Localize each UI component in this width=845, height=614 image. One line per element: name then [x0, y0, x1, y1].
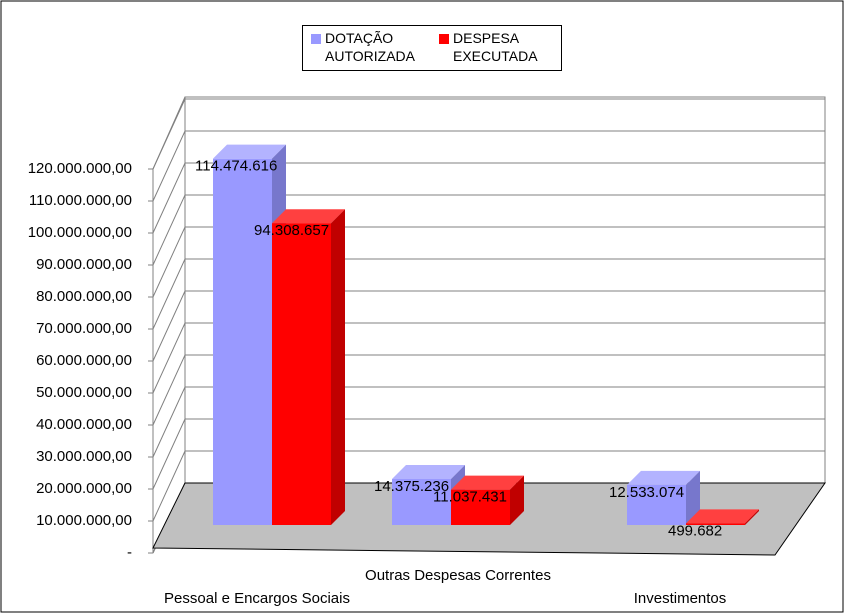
bar-face — [745, 509, 759, 525]
grid-line — [152, 386, 825, 458]
data-label: 14.375.236 — [374, 478, 449, 495]
data-label: 114.474.616 — [195, 158, 277, 175]
data-label: 499.682 — [668, 522, 722, 539]
y-tick-label: 70.000.000,00 — [36, 320, 132, 337]
bar — [627, 470, 700, 525]
bar-face — [686, 523, 745, 525]
grid-line — [152, 130, 825, 202]
grid-line — [152, 194, 825, 266]
y-tick-label: 30.000.000,00 — [36, 448, 132, 465]
x-tick-label: Outras Despesas Correntes — [365, 567, 551, 584]
bar-face — [510, 475, 524, 525]
legend-label: DOTAÇÃO AUTORIZADA — [325, 30, 415, 64]
data-label: 94.308.657 — [254, 222, 329, 239]
bar-face — [272, 223, 331, 526]
legend-swatch — [311, 34, 321, 44]
bar — [686, 509, 759, 525]
grid-line — [152, 450, 825, 522]
grid-line — [152, 226, 825, 298]
bar-face — [213, 144, 286, 159]
bar-face — [392, 478, 451, 525]
bar — [213, 144, 286, 526]
grid-line — [152, 322, 825, 394]
bar-face — [331, 209, 345, 526]
legend-swatch — [439, 34, 449, 44]
legend-item: DESPESA EXECUTADA — [435, 29, 560, 65]
bar-face — [451, 489, 510, 525]
grid-line — [152, 258, 825, 330]
y-tick-label: 40.000.000,00 — [36, 416, 132, 433]
bar-face — [272, 209, 345, 224]
y-tick-label: 80.000.000,00 — [36, 288, 132, 305]
legend: DOTAÇÃO AUTORIZADA DESPESA EXECUTADA — [302, 25, 562, 71]
bar-face — [451, 475, 524, 490]
grid-line — [152, 354, 825, 426]
grid-line — [152, 162, 825, 234]
y-tick-label: 100.000.000,00 — [28, 224, 132, 241]
y-tick-label: 20.000.000,00 — [36, 480, 132, 497]
grid-line — [152, 418, 825, 490]
y-tick-label: 90.000.000,00 — [36, 256, 132, 273]
bar-face — [213, 158, 272, 526]
bar — [272, 209, 345, 526]
y-tick-label: 50.000.000,00 — [36, 384, 132, 401]
grid-line — [152, 290, 825, 362]
bar-face — [392, 464, 465, 479]
bar-face — [686, 509, 759, 524]
bar — [451, 475, 524, 525]
legend-label: DESPESA EXECUTADA — [453, 30, 538, 64]
y-tick-label: 120.000.000,00 — [28, 160, 132, 177]
bar-face — [627, 484, 686, 525]
x-tick-label: Pessoal e Encargos Sociais — [164, 590, 350, 607]
y-tick-label: 110.000.000,00 — [29, 192, 132, 209]
grid-line — [152, 98, 825, 170]
x-tick-label: Investimentos — [634, 590, 727, 607]
bar-face — [627, 470, 700, 485]
y-tick-label: 10.000.000,00 — [36, 512, 132, 529]
y-tick-label: - — [127, 544, 132, 561]
y-tick-label: 60.000.000,00 — [36, 352, 132, 369]
legend-item: DOTAÇÃO AUTORIZADA — [307, 29, 432, 65]
data-label: 12.533.074 — [609, 484, 684, 501]
bar-face — [686, 470, 700, 525]
data-label: 11.037.431 — [433, 489, 507, 506]
